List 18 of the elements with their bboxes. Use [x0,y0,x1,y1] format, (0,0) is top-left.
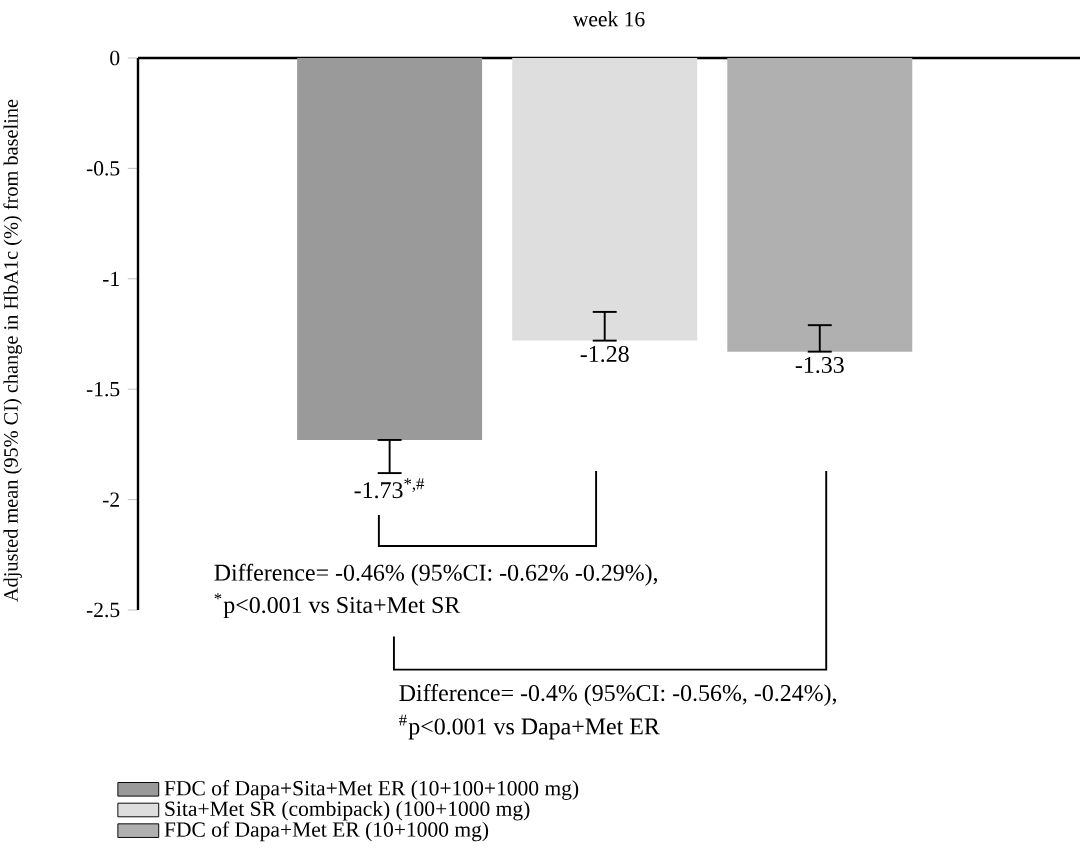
chart-title: week 16 [572,11,645,27]
text: Difference= -0.4% (95%CI: -0.56%, -0.24%), [399,684,837,706]
data-label: -1.73$^{*,#}$ [354,478,425,499]
y-tick-label: -1.5 [86,381,120,397]
y-tick-label: -2.5 [86,602,120,618]
y-axis-title: Adjusted mean (95% CI) change in HbA1c (%) from baseline [3,99,23,602]
legend-label: FDC of Dapa+Met ER (10+1000 mg) [164,821,489,842]
annotation: Difference= -0.46% (95%CI: -0.62% -0.29%), [214,563,658,586]
text: $^{#}$p<0.001 vs Dapa+Met ER [399,714,660,740]
data-label: -1.33 [795,356,844,374]
data-label: -1.28 [580,345,629,363]
y-tick-label: 0 [110,50,120,66]
y-tick-label: -1 [102,271,119,286]
legend-label: Sita+Met SR (combipack) (100+1000 mg) [165,800,530,821]
y-tick-label: -0.5 [86,161,120,176]
legend-label: FDC of Dapa+Sita+Met ER (10+100+1000 mg) [164,780,579,800]
annotation: $^{*}$p<0.001 vs Sita+Met SR [214,593,461,618]
y-tick-label: -2 [102,492,119,507]
